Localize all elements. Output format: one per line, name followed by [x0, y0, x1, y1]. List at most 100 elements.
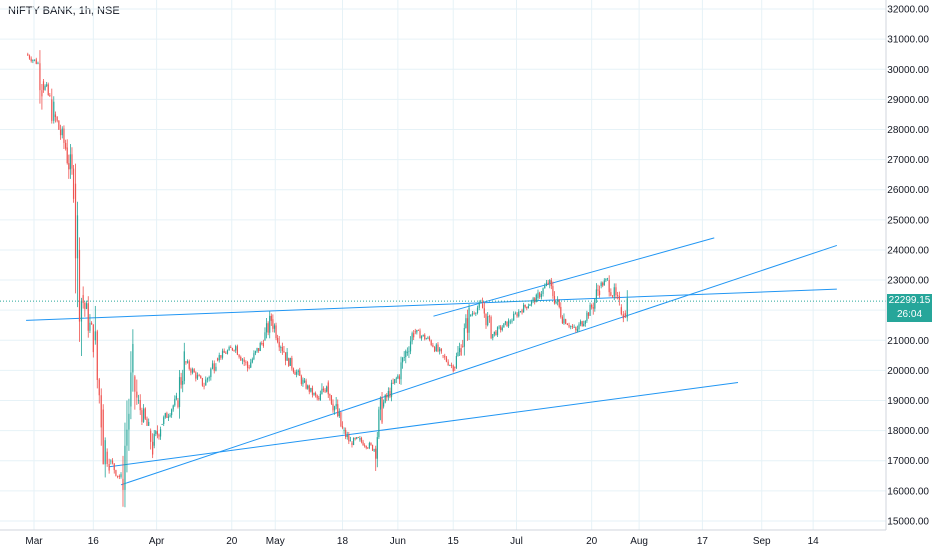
candle-body [314, 393, 317, 396]
candle-body [392, 382, 394, 384]
candle-body [155, 431, 157, 434]
candle-body [318, 398, 320, 400]
candle-body [185, 361, 187, 363]
candle-body [206, 378, 209, 380]
candle-body [313, 393, 315, 395]
candle-body [136, 391, 138, 398]
candle-body [378, 409, 380, 438]
candle-body [191, 369, 194, 373]
candle-body [300, 375, 302, 384]
y-tick-label: 26000.00 [887, 185, 929, 196]
y-axis[interactable]: 32000.00 31000.00 30000.00 29000.00 28000.00… [887, 5, 929, 528]
candle-body [521, 310, 523, 313]
candle-body [589, 304, 591, 316]
candle-body [89, 322, 91, 331]
candle-body [80, 300, 83, 322]
candle-body [428, 337, 431, 340]
candle-body [600, 282, 602, 287]
candle-body [150, 430, 152, 442]
x-axis[interactable]: Mar 16 Apr 20 May 18 Jun 15 Jul 20 Aug 17 Sep 14 [25, 536, 819, 547]
y-tick-label: 29000.00 [887, 95, 929, 106]
trendlines[interactable] [26, 237, 838, 486]
candle-body [578, 324, 580, 330]
candle-body [495, 331, 497, 336]
candle-body [128, 413, 130, 430]
candle-body [509, 321, 511, 323]
last-price-label: 22299.15 [887, 294, 932, 309]
candle-body [210, 368, 212, 378]
candle-body [211, 363, 214, 369]
candle-body [124, 445, 126, 490]
candle-body [248, 367, 250, 369]
candle-body [454, 367, 456, 369]
candle-body [435, 344, 437, 352]
candle-body [322, 388, 325, 391]
candle-body [143, 408, 145, 422]
candle-body [201, 378, 204, 386]
candle-body [573, 327, 575, 328]
candle-body [397, 375, 399, 379]
candle-body [208, 377, 210, 379]
candle-body [231, 348, 234, 351]
candle-body [442, 355, 444, 357]
candle-body [389, 390, 391, 397]
candle-body [542, 288, 544, 294]
candle-body [307, 385, 309, 389]
candle-body [420, 335, 423, 339]
candle-body [408, 351, 410, 353]
candle-body [262, 343, 264, 347]
candle-body [51, 99, 53, 121]
candle-body [496, 327, 499, 336]
trendline [433, 237, 715, 317]
candle-body [264, 332, 266, 341]
candle-body [180, 377, 182, 385]
candles [27, 50, 628, 508]
candle-body [106, 451, 108, 464]
candle-body [463, 327, 465, 347]
candle-body [186, 361, 189, 363]
candle-body [400, 362, 402, 380]
candle-body [195, 372, 197, 379]
y-tick-label: 25000.00 [887, 215, 929, 226]
candle-body [618, 296, 620, 300]
candle-body [409, 341, 412, 352]
candle-body [357, 437, 359, 439]
candle-body [53, 101, 55, 121]
candle-body [130, 372, 132, 407]
candle-body [411, 333, 413, 342]
candle-body [49, 95, 51, 96]
candle-body [159, 429, 162, 437]
candle-body [311, 387, 314, 395]
candle-body [416, 329, 418, 333]
candle-body [594, 299, 596, 309]
candle-body [566, 323, 568, 325]
candle-body [139, 400, 141, 411]
candle-body [66, 147, 68, 164]
candle-body [511, 320, 513, 322]
candle-body [568, 324, 570, 327]
candle-body [539, 292, 541, 298]
candle-body [414, 331, 416, 333]
x-tick-label: 20 [226, 536, 238, 547]
candle-body [462, 346, 464, 348]
candle-body [402, 357, 404, 363]
candle-body [384, 394, 386, 403]
candle-body [56, 117, 58, 121]
candle-body [598, 290, 601, 296]
candle-body [302, 379, 304, 384]
candle-body [602, 282, 604, 286]
candle-body [466, 318, 469, 333]
candle-body [100, 395, 102, 428]
candle-body [413, 333, 415, 338]
candle-body [348, 435, 350, 442]
candle-body [603, 280, 605, 286]
candle-body [54, 114, 57, 118]
candle-body [527, 306, 529, 309]
candle-body [169, 415, 171, 417]
candle-body [620, 307, 622, 315]
candle-body [338, 412, 340, 417]
candle-body [28, 55, 31, 59]
candle-body [167, 416, 170, 418]
candle-body [345, 429, 347, 437]
